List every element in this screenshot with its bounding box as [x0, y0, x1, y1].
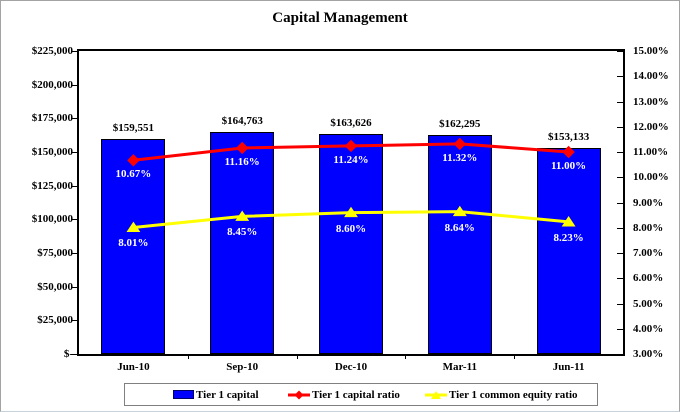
x-axis-tick [405, 354, 407, 359]
bar-value-label: $153,133 [547, 130, 590, 143]
x-axis-category-label: Sep-10 [226, 361, 259, 373]
right-axis-tick [617, 354, 625, 355]
bar-value-label: $159,551 [112, 122, 155, 135]
ratio-data-label: 11.00% [551, 160, 587, 172]
legend-label: Tier 1 common equity ratio [449, 388, 578, 401]
right-axis-tick-label: 8.00% [633, 221, 664, 234]
tier1-capital-bar [427, 135, 492, 354]
triangle-marker [561, 216, 576, 227]
x-axis-tick [296, 354, 298, 359]
diamond-marker [453, 137, 467, 151]
left-axis-tick-label: $150,000 [31, 146, 73, 158]
x-axis-tick [187, 354, 189, 359]
right-axis-tick [617, 152, 625, 153]
right-axis-tick-label: 15.00% [633, 45, 669, 57]
x-axis-tick [514, 354, 516, 359]
legend-diamond-marker-icon [288, 390, 310, 399]
ratio-data-label: 11.32% [442, 151, 478, 164]
left-axis-tick-label: $225,000 [31, 45, 73, 57]
right-axis-tick-label: 7.00% [633, 247, 664, 259]
triangle-marker [344, 206, 358, 218]
diamond-marker [235, 141, 249, 155]
ratio-data-label: 8.23% [553, 231, 584, 244]
left-axis-tick-label: $125,000 [31, 179, 73, 192]
right-axis-tick [617, 202, 625, 204]
right-axis-tick [617, 76, 625, 78]
left-axis-tick-label: $- [63, 348, 73, 360]
left-axis-tick [71, 152, 79, 153]
right-axis-tick [617, 227, 625, 229]
left-axis-tick [71, 286, 79, 288]
right-axis-tick [617, 126, 625, 128]
diamond-marker [127, 154, 140, 167]
left-axis-tick [71, 354, 79, 355]
right-axis-tick [617, 328, 625, 330]
left-axis-tick-label: $75,000 [37, 247, 73, 259]
left-axis-tick [71, 118, 79, 120]
right-axis-tick [617, 253, 625, 254]
bar-value-label: $163,626 [330, 116, 372, 129]
legend: Tier 1 capital Tier 1 capital ratio Tier 1… [124, 383, 598, 406]
legend-item-tier-1-common-equity-ratio: Tier 1 common equity ratio [425, 384, 578, 405]
legend-triangle-marker-icon [425, 390, 447, 399]
right-axis-tick-label: 12.00% [633, 120, 669, 133]
triangle-marker [235, 210, 250, 221]
left-axis-tick [71, 320, 79, 322]
x-axis-category-label: Jun-10 [117, 361, 150, 373]
left-axis-tick-label: $175,000 [31, 112, 73, 125]
right-axis-tick [617, 177, 625, 179]
tier1-capital-bar [101, 139, 166, 354]
right-axis-tick [617, 278, 625, 280]
left-axis-tick [71, 219, 79, 221]
bar-value-label: $162,295 [439, 118, 481, 131]
x-axis-category-label: Mar-11 [442, 361, 477, 373]
ratio-data-label: 10.67% [115, 168, 152, 181]
ratio-data-label: 8.60% [335, 222, 367, 235]
right-axis-tick [617, 101, 625, 103]
left-axis-tick [71, 253, 79, 254]
ratio-data-label: 8.64% [444, 221, 475, 234]
diamond-marker [562, 145, 575, 159]
left-axis-tick [71, 84, 79, 86]
right-axis-tick-label: 6.00% [633, 272, 664, 285]
tier1-capital-bar [210, 132, 275, 354]
tier1-capital-bar [536, 147, 601, 354]
right-axis-tick-label: 5.00% [633, 297, 664, 310]
legend-item-tier-1-capital: Tier 1 capital [173, 384, 259, 405]
ratio-data-label: 11.24% [333, 153, 369, 166]
right-axis-tick-label: 3.00% [633, 348, 664, 360]
left-axis-tick-label: $100,000 [31, 213, 73, 226]
left-axis-tick [71, 51, 79, 52]
ratio-data-label: 8.01% [118, 237, 149, 250]
right-axis-tick-label: 11.00% [633, 146, 669, 158]
legend-label: Tier 1 capital [196, 388, 259, 401]
right-axis-tick-label: 14.00% [633, 70, 669, 83]
left-axis-tick-label: $200,000 [31, 78, 73, 91]
right-axis-tick [617, 51, 625, 52]
x-axis-category-label: Jun-11 [552, 361, 585, 373]
legend-bar-swatch [173, 390, 194, 399]
right-axis-tick [617, 303, 625, 305]
right-axis-tick-label: 13.00% [633, 95, 669, 108]
triangle-marker [126, 221, 141, 232]
triangle-marker [452, 205, 467, 217]
legend-label: Tier 1 capital ratio [312, 388, 400, 401]
diamond-marker [344, 139, 358, 153]
chart-title: Capital Management [272, 10, 408, 26]
right-axis-tick-label: 4.00% [633, 322, 664, 335]
right-axis-tick-label: 10.00% [633, 171, 669, 184]
tier1-capital-bar [319, 133, 383, 354]
left-axis-tick-label: $25,000 [37, 314, 73, 327]
ratio-data-label: 11.16% [224, 155, 260, 168]
bar-value-label: $164,763 [221, 115, 263, 128]
x-axis-category-label: Dec-10 [334, 361, 368, 373]
line-series-layer [126, 137, 576, 232]
left-axis-tick [71, 185, 79, 187]
right-axis-tick-label: 9.00% [633, 196, 664, 209]
legend-item-tier-1-capital-ratio: Tier 1 capital ratio [288, 384, 400, 405]
ratio-data-label: 8.45% [227, 226, 258, 239]
left-axis-tick-label: $50,000 [37, 280, 73, 293]
